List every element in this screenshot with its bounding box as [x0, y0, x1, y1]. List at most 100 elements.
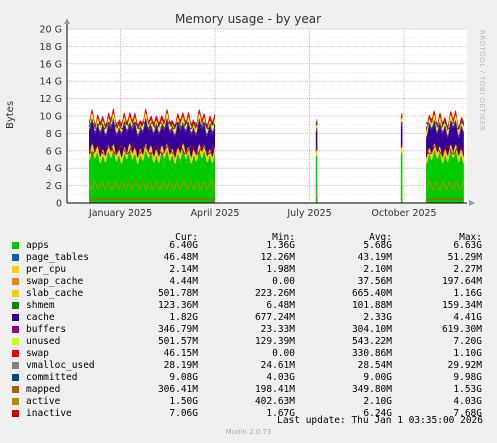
legend-cur: 2.14M	[169, 264, 198, 275]
chart-title: Memory usage - by year	[175, 12, 321, 26]
legend-swatch	[12, 386, 19, 393]
legend-row-mapped: mapped 306.41M 198.41M 349.80M 1.53G	[0, 384, 497, 395]
legend-max: 4.41G	[453, 312, 482, 323]
legend-cur: 123.36M	[157, 300, 198, 311]
area-cache	[400, 125, 403, 149]
legend-min: 677.24M	[254, 312, 295, 323]
legend-name: unused	[26, 336, 61, 347]
area-swap	[400, 112, 403, 121]
line-committed	[315, 122, 318, 126]
legend-min: 6.48M	[266, 300, 295, 311]
legend-cur: 46.48M	[163, 252, 198, 263]
legend-cur: 1.50G	[169, 396, 198, 407]
legend-header: Cur: Min: Avg: Max:	[0, 232, 497, 243]
legend-cur: 346.79M	[157, 324, 198, 335]
legend-name: slab_cache	[26, 288, 84, 299]
legend-row-cache: cache 1.82G 677.24M 2.33G 4.41G	[0, 312, 497, 323]
y-tick-label: 12 G	[40, 94, 62, 105]
legend-min: 1.98M	[266, 264, 295, 275]
area-shmem	[400, 144, 403, 150]
area-cache	[315, 129, 318, 151]
area-buffers	[315, 127, 318, 134]
area-unused	[315, 123, 318, 131]
legend-avg: 5.68G	[363, 240, 392, 251]
legend-name: active	[26, 396, 61, 407]
legend-cur: 6.40G	[169, 240, 198, 251]
area-slab_cache	[315, 149, 318, 158]
line-series	[88, 122, 465, 204]
y-tick-labels: 0 2 G 4 G 6 G 8 G 10 G 12 G 14 G 16 G 18 G 20 G	[40, 25, 62, 210]
legend-min: 402.63M	[254, 396, 295, 407]
legend-min: 1.36G	[266, 240, 295, 251]
legend-row-apps: apps 6.40G 1.36G 5.68G 6.63G	[0, 240, 497, 251]
line-committed	[425, 122, 465, 130]
area-cache	[426, 122, 464, 158]
legend-max: 9.98G	[453, 372, 482, 383]
legend-avg: 543.22M	[351, 336, 392, 347]
area-buffers	[89, 118, 216, 137]
area-slab_cache	[426, 144, 464, 164]
legend-row-page_tables: page_tables 46.48M 12.26M 43.19M 51.29M	[0, 252, 497, 263]
legend-header-min: Min:	[272, 232, 295, 243]
y-tick-label: 14 G	[40, 77, 62, 88]
legend-max: 159.34M	[441, 300, 482, 311]
line-committed	[88, 122, 216, 130]
legend-name: apps	[26, 240, 49, 251]
legend-swatch	[12, 290, 19, 297]
area-apps	[89, 150, 216, 203]
line-active	[400, 180, 403, 184]
x-axis-arrow	[469, 200, 475, 206]
legend-row-swap_cache: swap_cache 4.44M 0.00 37.56M 197.64M	[0, 276, 497, 287]
legend-name: buffers	[26, 324, 67, 335]
legend-name: inactive	[26, 408, 72, 419]
legend-max: 51.29M	[447, 252, 482, 263]
legend-avg: 2.33G	[363, 312, 392, 323]
legend-min: 1.67G	[266, 408, 295, 419]
legend-name: vmalloc_used	[26, 360, 95, 371]
area-slab_cache	[400, 145, 403, 156]
legend-min: 0.00	[272, 276, 295, 287]
area-swap	[89, 108, 216, 129]
legend-min: 4.03G	[266, 372, 295, 383]
area-apps	[426, 150, 464, 203]
line-inactive	[400, 145, 403, 148]
legend-name: page_tables	[26, 252, 89, 263]
memory-usage-chart: Memory usage - by year Bytes 0 2 G 4 G 6 G 8…	[5, 12, 475, 219]
area-buffers	[400, 122, 403, 128]
legend-max: 197.64M	[441, 276, 482, 287]
x-tick-label: January 2025	[88, 208, 152, 219]
legend-max: 1.16G	[453, 288, 482, 299]
line-mapped	[400, 197, 403, 200]
legend-avg: 304.10M	[351, 324, 392, 335]
legend-name: shmem	[26, 300, 55, 311]
legend-swatch	[12, 314, 19, 321]
legend-name: per_cpu	[26, 264, 67, 275]
line-committed	[400, 122, 403, 124]
y-tick-label: 4 G	[46, 164, 62, 175]
line-active	[88, 180, 216, 191]
line-inactive	[425, 145, 465, 155]
legend-cur: 4.44M	[169, 276, 198, 287]
legend-header-cur: Cur:	[175, 232, 198, 243]
area-slab_cache	[89, 144, 216, 164]
legend-avg: 665.40M	[351, 288, 392, 299]
legend-row-slab_cache: slab_cache 501.78M 223.26M 665.40M 1.16G	[0, 288, 497, 299]
legend-cur: 9.08G	[169, 372, 198, 383]
line-mapped	[88, 197, 216, 201]
legend-swatch	[12, 410, 19, 417]
legend-min: 223.26M	[254, 288, 295, 299]
legend-min: 198.41M	[254, 384, 295, 395]
legend-header-max: Max:	[459, 232, 482, 243]
legend-avg: 6.24G	[363, 408, 392, 419]
area-buffers	[426, 120, 464, 140]
legend-max: 2.27M	[453, 264, 482, 275]
area-unused	[426, 114, 464, 137]
legend-row-swap: swap 46.15M 0.00 330.86M 1.10G	[0, 348, 497, 359]
y-tick-label: 16 G	[40, 59, 62, 70]
legend-min: 12.26M	[260, 252, 295, 263]
last-update: Last update: Thu Jan 1 03:35:00 2026	[277, 415, 483, 426]
line-inactive	[88, 145, 216, 155]
legend-avg: 43.19M	[357, 252, 392, 263]
y-tick-label: 0	[56, 199, 62, 210]
line-active	[315, 188, 318, 191]
